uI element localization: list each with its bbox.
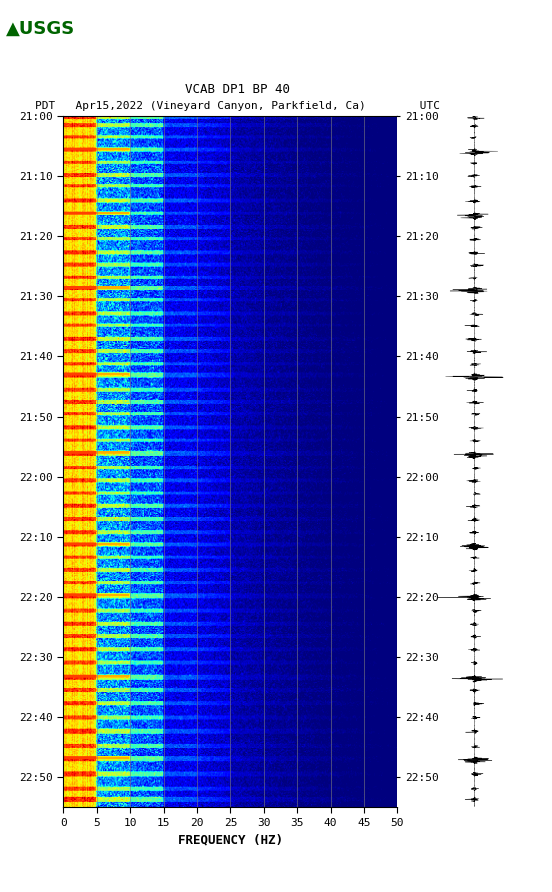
Text: ▲USGS: ▲USGS <box>6 20 75 37</box>
Text: PDT   Apr15,2022 (Vineyard Canyon, Parkfield, Ca)        UTC: PDT Apr15,2022 (Vineyard Canyon, Parkfie… <box>35 101 440 111</box>
X-axis label: FREQUENCY (HZ): FREQUENCY (HZ) <box>178 833 283 847</box>
Text: VCAB DP1 BP 40: VCAB DP1 BP 40 <box>185 83 290 96</box>
